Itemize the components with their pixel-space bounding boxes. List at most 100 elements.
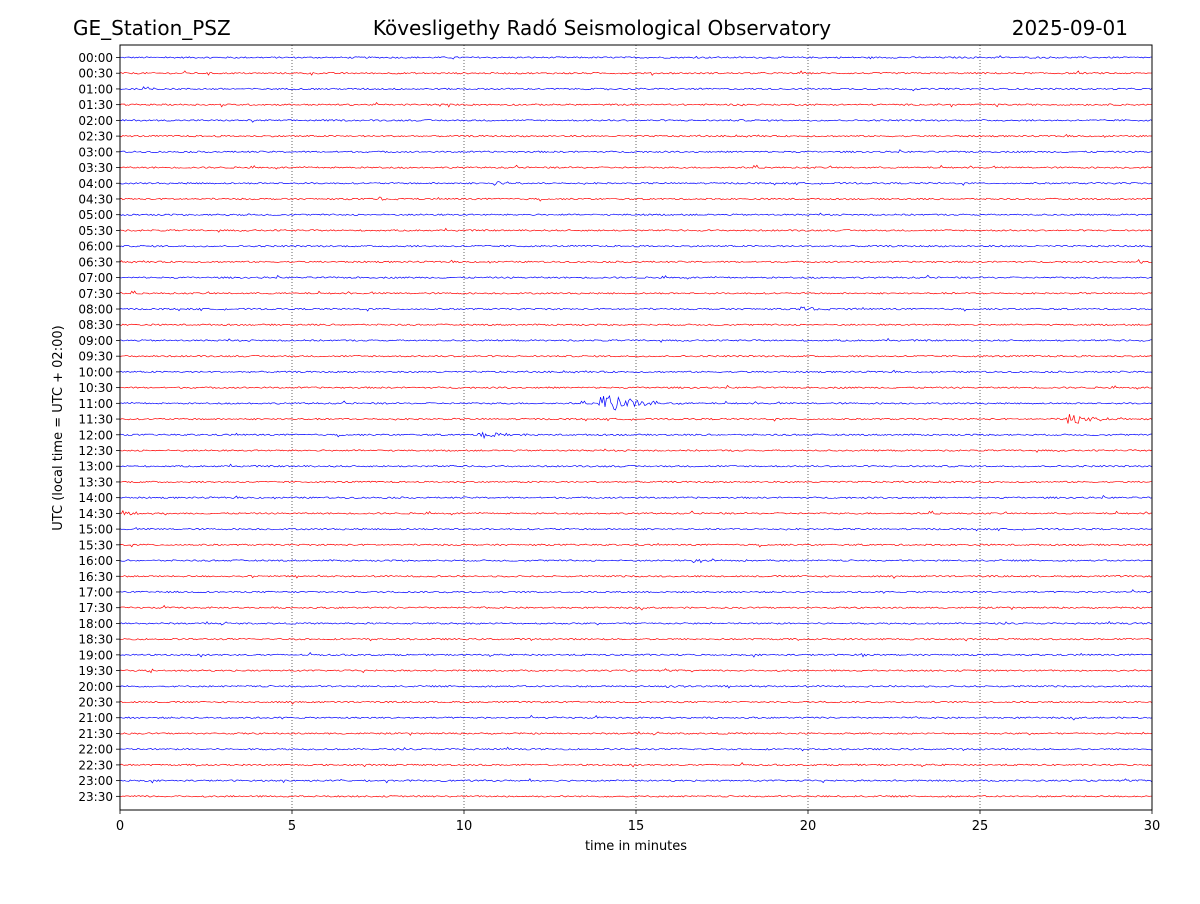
y-tick-label: 07:30 — [78, 287, 113, 301]
trace-0700 — [119, 274, 1153, 280]
trace-1200 — [119, 431, 1153, 440]
trace-2100 — [119, 714, 1153, 721]
y-tick-label: 10:00 — [78, 365, 113, 379]
y-tick-label: 14:00 — [78, 491, 113, 505]
trace-2130 — [119, 731, 1153, 736]
x-tick-label: 0 — [116, 819, 124, 834]
trace-2000 — [119, 684, 1153, 689]
y-tick-label: 15:30 — [78, 538, 113, 552]
station-title: GE_Station_PSZ — [73, 16, 231, 40]
y-tick-label: 11:30 — [78, 413, 113, 427]
y-tick-label: 23:30 — [78, 790, 113, 804]
y-tick-label: 15:00 — [78, 523, 113, 537]
y-tick-label: 21:30 — [78, 727, 113, 741]
trace-0430 — [119, 196, 1153, 202]
trace-0000 — [119, 55, 1152, 60]
trace-2300 — [119, 778, 1153, 784]
trace-1130 — [119, 414, 1153, 424]
y-tick-label: 17:30 — [78, 601, 113, 615]
trace-0830 — [119, 323, 1153, 326]
y-axis-label: UTC (local time = UTC + 02:00) — [51, 325, 66, 530]
x-axis: 0 5 10 15 20 25 30 — [116, 810, 1160, 834]
trace-0200 — [119, 119, 1153, 123]
y-tick-label: 04:00 — [78, 177, 113, 191]
x-tick-label: 25 — [972, 819, 989, 834]
trace-1030 — [119, 384, 1153, 390]
x-tick-label: 5 — [288, 819, 296, 834]
y-tick-label: 05:00 — [78, 208, 113, 222]
y-tick-label: 18:00 — [78, 617, 113, 631]
y-tick-label: 07:00 — [78, 271, 113, 285]
x-tick-label: 10 — [456, 819, 473, 834]
y-tick-label: 08:00 — [78, 303, 113, 317]
trace-0530 — [119, 227, 1153, 233]
y-tick-label: 17:00 — [78, 585, 113, 599]
y-tick-label: 21:00 — [78, 711, 113, 725]
y-tick-label: 20:00 — [78, 680, 113, 694]
trace-0300 — [119, 149, 1153, 154]
trace-0230 — [119, 133, 1153, 138]
y-tick-label: 18:30 — [78, 633, 113, 647]
trace-rows — [119, 55, 1153, 798]
observatory-title: Kövesligethy Radó Seismological Observat… — [373, 16, 831, 40]
trace-0030 — [119, 70, 1153, 76]
y-tick-label: 11:00 — [78, 397, 113, 411]
trace-1700 — [119, 589, 1153, 594]
trace-0600 — [119, 244, 1153, 248]
y-tick-label: 16:30 — [78, 570, 113, 584]
y-tick-label: 22:00 — [78, 743, 113, 757]
y-tick-label: 19:30 — [78, 664, 113, 678]
trace-0500 — [119, 212, 1153, 217]
y-tick-label: 06:30 — [78, 255, 113, 269]
trace-0100 — [119, 86, 1153, 92]
trace-1600 — [119, 558, 1153, 564]
y-tick-label: 04:30 — [78, 192, 113, 206]
trace-0330 — [119, 164, 1153, 170]
y-tick-label: 12:00 — [78, 428, 113, 442]
trace-0730 — [119, 290, 1153, 295]
y-tick-label: 02:30 — [78, 130, 113, 144]
y-tick-label: 13:30 — [78, 475, 113, 489]
trace-0630 — [119, 258, 1152, 264]
trace-1000 — [119, 369, 1153, 374]
y-tick-label: 01:30 — [78, 98, 113, 112]
trace-0400 — [119, 181, 1153, 186]
trace-1930 — [119, 668, 1153, 674]
trace-1630 — [119, 574, 1153, 579]
trace-1330 — [119, 480, 1153, 484]
y-tick-label: 06:00 — [78, 240, 113, 254]
y-tick-label: 00:00 — [78, 51, 113, 65]
y-tick-label: 02:00 — [78, 114, 113, 128]
y-tick-label: 09:00 — [78, 334, 113, 348]
y-tick-label: 09:30 — [78, 350, 113, 364]
y-tick-label: 05:30 — [78, 224, 113, 238]
y-tick-label: 16:00 — [78, 554, 113, 568]
y-tick-label: 20:30 — [78, 696, 113, 710]
y-tick-label: 01:00 — [78, 82, 113, 96]
trace-1800 — [119, 620, 1153, 626]
trace-0800 — [119, 306, 1153, 312]
trace-2230 — [119, 762, 1153, 768]
trace-0930 — [119, 354, 1153, 358]
trace-1400 — [119, 494, 1153, 500]
y-tick-label: 10:30 — [78, 381, 113, 395]
y-tick-label: 23:00 — [78, 774, 113, 788]
y-tick-label: 13:00 — [78, 460, 113, 474]
y-tick-label: 14:30 — [78, 507, 113, 521]
trace-2030 — [119, 700, 1153, 705]
trace-1430 — [119, 509, 1153, 516]
y-tick-label: 12:30 — [78, 444, 113, 458]
y-tick-label: 08:30 — [78, 318, 113, 332]
trace-0130 — [119, 101, 1153, 108]
y-tick-label: 03:30 — [78, 161, 113, 175]
trace-2200 — [119, 746, 1153, 752]
y-tick-label: 22:30 — [78, 758, 113, 772]
trace-0900 — [119, 337, 1153, 343]
y-tick-label: 00:30 — [78, 67, 113, 81]
x-axis-label: time in minutes — [585, 839, 687, 854]
y-tick-label: 19:00 — [78, 648, 113, 662]
date-title: 2025-09-01 — [1012, 16, 1128, 40]
trace-1100 — [119, 395, 1153, 411]
